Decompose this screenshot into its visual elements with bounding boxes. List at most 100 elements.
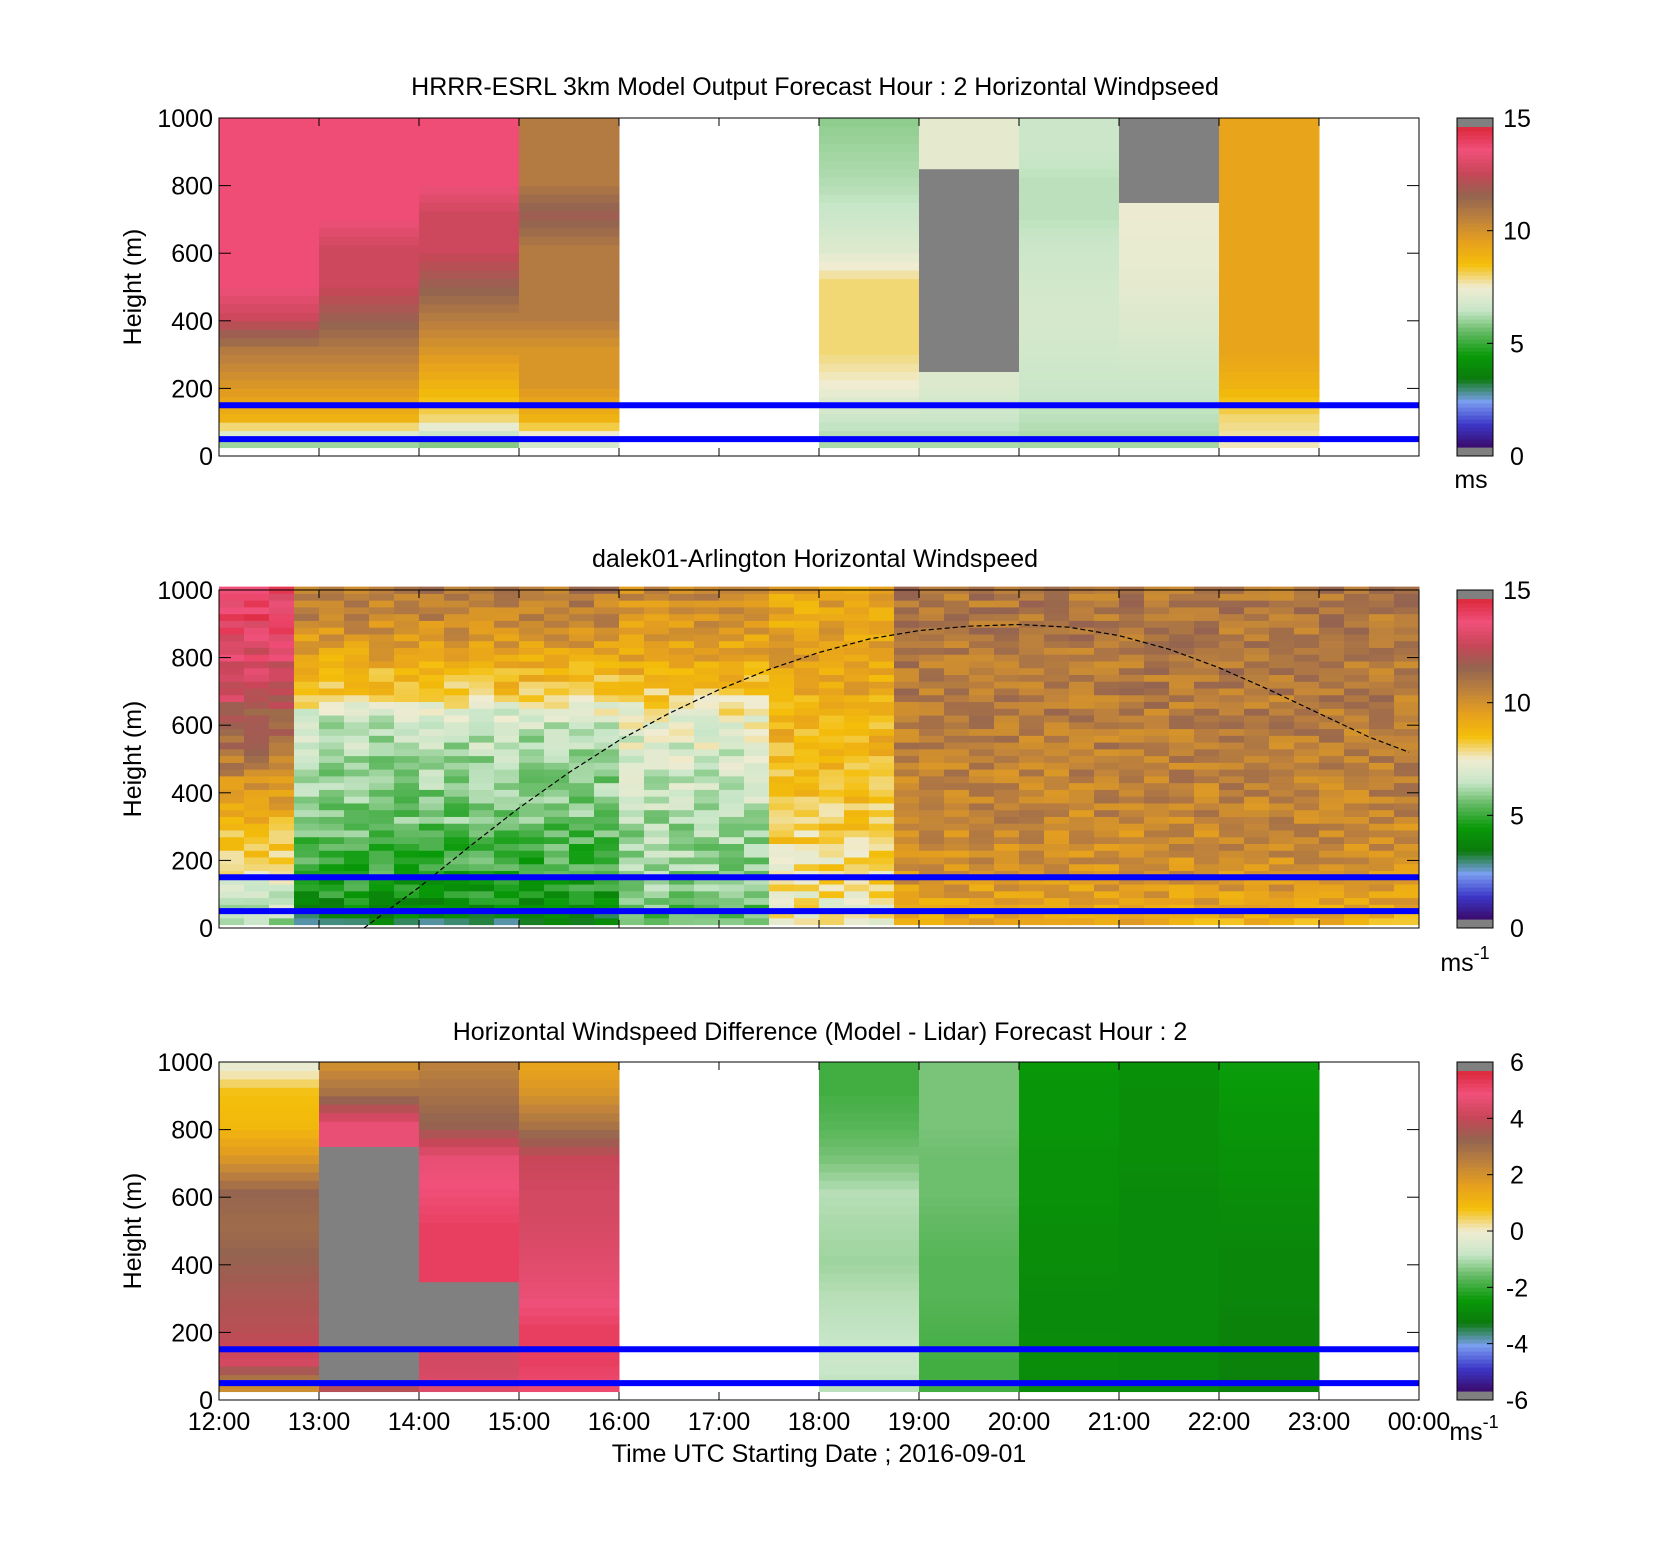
heatmap-cell (319, 667, 345, 675)
heatmap-cell (1219, 1087, 1320, 1097)
heatmap-cell (694, 735, 720, 743)
heatmap-cell (294, 633, 320, 642)
heatmap-cell (1219, 1273, 1320, 1283)
heatmap-cell (1169, 627, 1195, 635)
heatmap-cell (469, 911, 495, 919)
heatmap-cell (1244, 775, 1270, 784)
heatmap-cell (1044, 789, 1070, 797)
heatmap-cell (594, 904, 620, 912)
heatmap-cell (819, 911, 845, 919)
colorbar-segment (1457, 215, 1493, 220)
heatmap-cell (919, 405, 1020, 415)
heatmap-cell (1119, 742, 1145, 750)
heatmap-cell (1194, 728, 1220, 736)
colorbar-segment (1457, 1191, 1493, 1196)
heatmap-cell (444, 904, 470, 912)
heatmap-cell (1194, 715, 1220, 723)
heatmap-cell (1244, 836, 1270, 844)
heatmap-cell (644, 755, 670, 763)
colorbar-segment (1457, 1079, 1493, 1084)
heatmap-cell (794, 917, 820, 926)
heatmap-cell (944, 600, 970, 608)
heatmap-cell (319, 917, 345, 926)
heatmap-cell (344, 640, 370, 648)
heatmap-cell (1044, 823, 1070, 831)
heatmap-cell (894, 600, 920, 608)
y-tick-label: 400 (171, 308, 213, 336)
heatmap-cell (1069, 694, 1095, 703)
heatmap-cell (1019, 346, 1120, 356)
heatmap-cell (1394, 647, 1420, 655)
heatmap-cell (1119, 1383, 1220, 1393)
colorbar-segment (1457, 723, 1493, 728)
heatmap-cell (1144, 890, 1170, 899)
colorbar-segment (1457, 759, 1493, 764)
heatmap-cell (669, 816, 695, 824)
heatmap-cell (1144, 870, 1170, 878)
colorbar-segment (1457, 1267, 1493, 1272)
heatmap-cell (519, 708, 545, 716)
heatmap-cell (644, 613, 670, 621)
heatmap-cell (819, 694, 845, 703)
heatmap-cell (719, 884, 745, 892)
heatmap-cell (1119, 134, 1220, 144)
heatmap-cell (819, 809, 845, 817)
heatmap-cell (819, 422, 920, 432)
heatmap-cell (869, 769, 895, 777)
heatmap-cell (694, 782, 720, 790)
heatmap-cell (344, 600, 370, 608)
heatmap-cell (1294, 647, 1320, 655)
heatmap-cell (594, 809, 620, 817)
heatmap-cell (419, 715, 445, 723)
heatmap-cell (219, 606, 245, 615)
heatmap-cell (1344, 789, 1370, 797)
heatmap-cell (519, 422, 620, 432)
heatmap-cell (1319, 857, 1345, 865)
heatmap-cell (719, 762, 745, 770)
heatmap-cell (819, 1138, 920, 1147)
heatmap-cell (1369, 904, 1395, 912)
heatmap-cell (1394, 667, 1420, 675)
heatmap-cell (1369, 715, 1395, 723)
heatmap-cell (594, 911, 620, 919)
heatmap-cell (444, 606, 470, 615)
heatmap-cell (469, 802, 495, 811)
heatmap-cell (1219, 823, 1245, 831)
heatmap-cell (819, 177, 920, 187)
heatmap-cell (344, 593, 370, 601)
heatmap-cell (969, 593, 995, 601)
heatmap-cell (494, 613, 520, 621)
heatmap-cell (869, 850, 895, 858)
heatmap-cell (394, 735, 420, 743)
colorbar-segment (1457, 191, 1493, 196)
heatmap-cell (294, 721, 320, 730)
heatmap-cell (594, 633, 620, 642)
heatmap-cell (994, 884, 1020, 892)
heatmap-cell (444, 613, 470, 621)
heatmap-cell (319, 647, 345, 655)
heatmap-cell (619, 640, 645, 648)
heatmap-cell (319, 796, 345, 804)
heatmap-cell (1369, 701, 1395, 709)
heatmap-cell (1369, 600, 1395, 608)
colorbar-segment (1457, 199, 1493, 204)
heatmap-cell (544, 850, 570, 858)
heatmap-cell (419, 755, 445, 763)
heatmap-cell (319, 168, 420, 178)
heatmap-cell (644, 782, 670, 790)
heatmap-cell (294, 877, 320, 885)
colorbar-segment (1457, 1251, 1493, 1256)
heatmap-cell (1294, 829, 1320, 838)
heatmap-cell (1269, 796, 1295, 804)
heatmap-cell (1119, 1256, 1220, 1266)
heatmap-cell (1319, 735, 1345, 743)
heatmap-cell (1069, 816, 1095, 824)
colorbar-segment (1457, 311, 1493, 316)
heatmap-cell (1119, 1349, 1220, 1359)
heatmap-cell (319, 1247, 420, 1257)
colorbar-segment (1457, 291, 1493, 296)
heatmap-cell (919, 890, 945, 899)
heatmap-cell (419, 802, 445, 811)
heatmap-cell (644, 762, 670, 770)
heatmap-cell (344, 870, 370, 878)
